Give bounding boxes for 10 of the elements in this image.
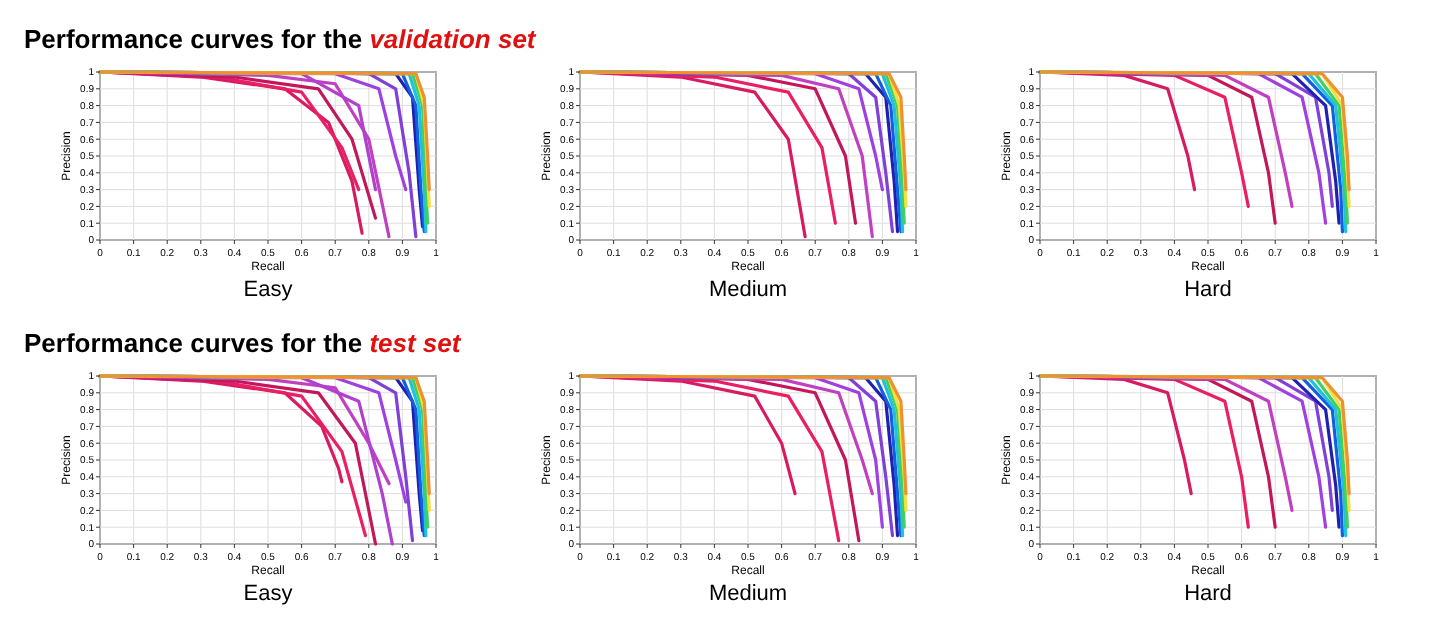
text: Medium <box>708 582 788 606</box>
text: Hard <box>1184 582 1232 606</box>
text: Performance curves for the <box>24 328 370 358</box>
text: test set <box>369 328 462 358</box>
text: Medium <box>708 278 788 302</box>
text: Easy <box>243 582 294 606</box>
text: validation set <box>369 24 537 54</box>
text: Hard <box>1184 278 1232 302</box>
text: Performance curves for the <box>24 24 370 54</box>
text: Easy <box>243 278 294 302</box>
